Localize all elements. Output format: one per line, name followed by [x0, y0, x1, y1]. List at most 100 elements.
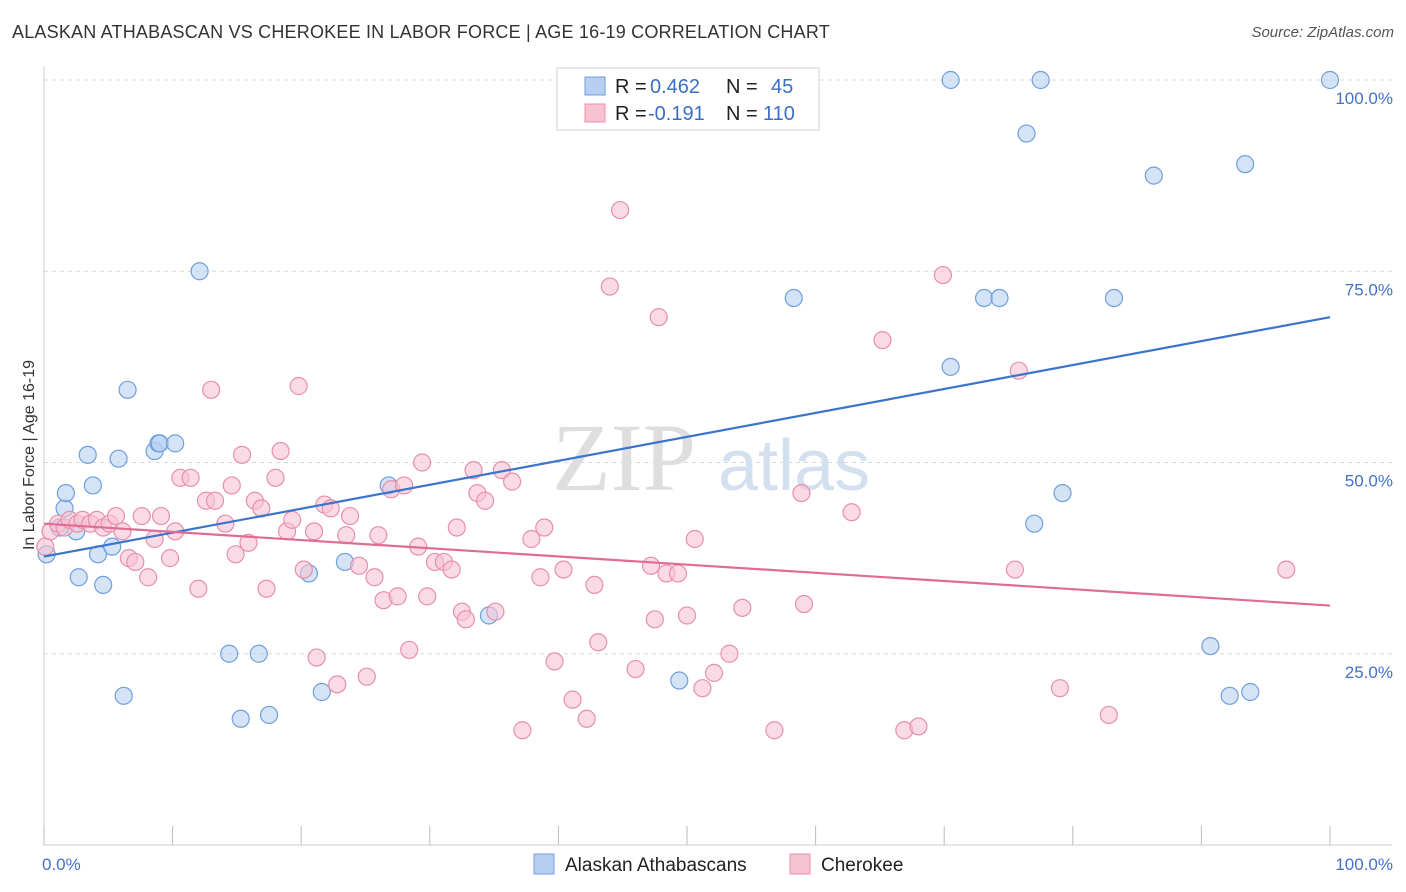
point-blue-7 [83, 476, 102, 495]
point-blue-36 [1025, 514, 1044, 533]
point-pink-81 [589, 633, 608, 652]
point-pink-16 [139, 568, 158, 587]
y-tick-label-75: 75.0% [1345, 280, 1393, 299]
point-pink-46 [337, 526, 356, 545]
point-pink-80 [585, 575, 604, 595]
point-pink-34 [257, 579, 276, 598]
point-pink-17 [145, 529, 164, 549]
point-pink-84 [626, 659, 645, 679]
point-blue-13 [118, 380, 137, 399]
point-blue-39 [1144, 166, 1163, 185]
point-pink-91 [685, 529, 704, 549]
y-tick-label-50: 50.0% [1345, 472, 1393, 491]
point-blue-33 [990, 288, 1009, 308]
point-blue-5 [69, 568, 88, 587]
legend-r-value-2: -0.191 [648, 103, 705, 125]
point-blue-20 [231, 709, 250, 728]
legend-r-label-2: R = [615, 103, 647, 125]
point-pink-75 [535, 518, 554, 537]
point-pink-94 [720, 644, 739, 663]
point-pink-90 [677, 606, 697, 625]
point-blue-35 [1031, 70, 1050, 90]
point-blue-12 [114, 686, 133, 705]
point-pink-56 [400, 640, 419, 660]
point-blue-3 [56, 484, 75, 503]
chart-title: ALASKAN ATHABASCAN VS CHEROKEE IN LABOR … [12, 22, 830, 42]
x-tick-label-100: 100.0% [1335, 855, 1393, 874]
axes-layer [43, 66, 1392, 846]
point-pink-89 [668, 564, 688, 583]
point-blue-19 [220, 644, 239, 663]
trendline-blue [43, 316, 1331, 558]
point-pink-68 [475, 491, 495, 510]
point-pink-45 [328, 675, 347, 694]
point-pink-97 [792, 484, 811, 503]
point-pink-69 [486, 602, 505, 621]
bottom-legend: Alaskan Athabascans Cherokee [533, 853, 903, 876]
y-tick-label-100: 100.0% [1335, 89, 1393, 108]
legend-box: R = 0.462 N = 45 R = -0.191 N = 110 [556, 67, 820, 131]
point-pink-47 [340, 506, 360, 526]
point-pink-83 [611, 200, 630, 220]
point-blue-42 [1241, 682, 1260, 702]
point-blue-32 [974, 288, 994, 308]
point-pink-77 [554, 560, 573, 579]
point-blue-43 [1320, 70, 1340, 90]
point-pink-29 [226, 545, 245, 564]
point-blue-10 [103, 537, 122, 556]
point-pink-98 [794, 594, 814, 614]
point-pink-42 [307, 648, 326, 667]
point-pink-104 [1005, 560, 1025, 579]
point-pink-50 [365, 568, 384, 587]
legend-n-label-2: N = [726, 103, 758, 125]
point-pink-63 [447, 518, 466, 537]
point-pink-18 [151, 506, 171, 526]
point-pink-73 [522, 529, 541, 549]
legend-n-value-1: 45 [771, 76, 793, 98]
point-blue-34 [1017, 124, 1036, 143]
legend-r-label-1: R = [615, 76, 647, 98]
legend-swatch-pink [584, 103, 606, 123]
point-pink-106 [1050, 679, 1070, 698]
point-pink-54 [388, 587, 407, 606]
point-pink-82 [600, 277, 619, 296]
point-pink-25 [202, 380, 221, 399]
legend-r-value-1: 0.462 [650, 76, 700, 98]
labels-layer: 25.0% 50.0% 75.0% 100.0% 0.0% 100.0% In Labor … [21, 89, 1393, 874]
point-blue-31 [941, 357, 960, 376]
trend-layer [43, 316, 1331, 607]
y-axis-title: In Labor Force | Age 16-19 [21, 360, 38, 550]
bottom-legend-label-blue: Alaskan Athabascans [565, 855, 747, 876]
point-pink-41 [304, 522, 324, 541]
point-pink-107 [1099, 705, 1118, 725]
point-blue-24 [312, 682, 331, 702]
legend-n-label-1: N = [726, 76, 758, 98]
point-pink-35 [266, 468, 285, 487]
point-pink-92 [693, 679, 712, 698]
point-blue-21 [249, 644, 268, 663]
legend-n-value-2: 110 [763, 103, 795, 125]
point-blue-18 [190, 262, 209, 281]
point-blue-11 [109, 449, 128, 468]
point-blue-16 [150, 434, 169, 453]
point-pink-86 [645, 610, 664, 629]
legend-swatch-blue [584, 76, 606, 96]
point-pink-95 [733, 598, 752, 617]
point-pink-74 [531, 568, 550, 587]
point-pink-26 [205, 491, 225, 510]
point-pink-38 [283, 510, 302, 529]
point-blue-38 [1104, 288, 1124, 308]
watermark: ZIP atlas [552, 404, 870, 511]
point-blue-29 [784, 288, 803, 308]
point-blue-28 [670, 671, 689, 690]
point-pink-108 [1277, 560, 1296, 579]
point-pink-28 [222, 476, 241, 495]
point-pink-0 [36, 537, 55, 556]
series-blue-points [37, 70, 1340, 728]
point-pink-59 [418, 587, 437, 606]
point-blue-44 [1236, 155, 1255, 174]
point-pink-96 [765, 721, 784, 740]
point-pink-87 [649, 308, 668, 327]
point-pink-100 [873, 331, 892, 350]
point-blue-9 [94, 575, 113, 595]
